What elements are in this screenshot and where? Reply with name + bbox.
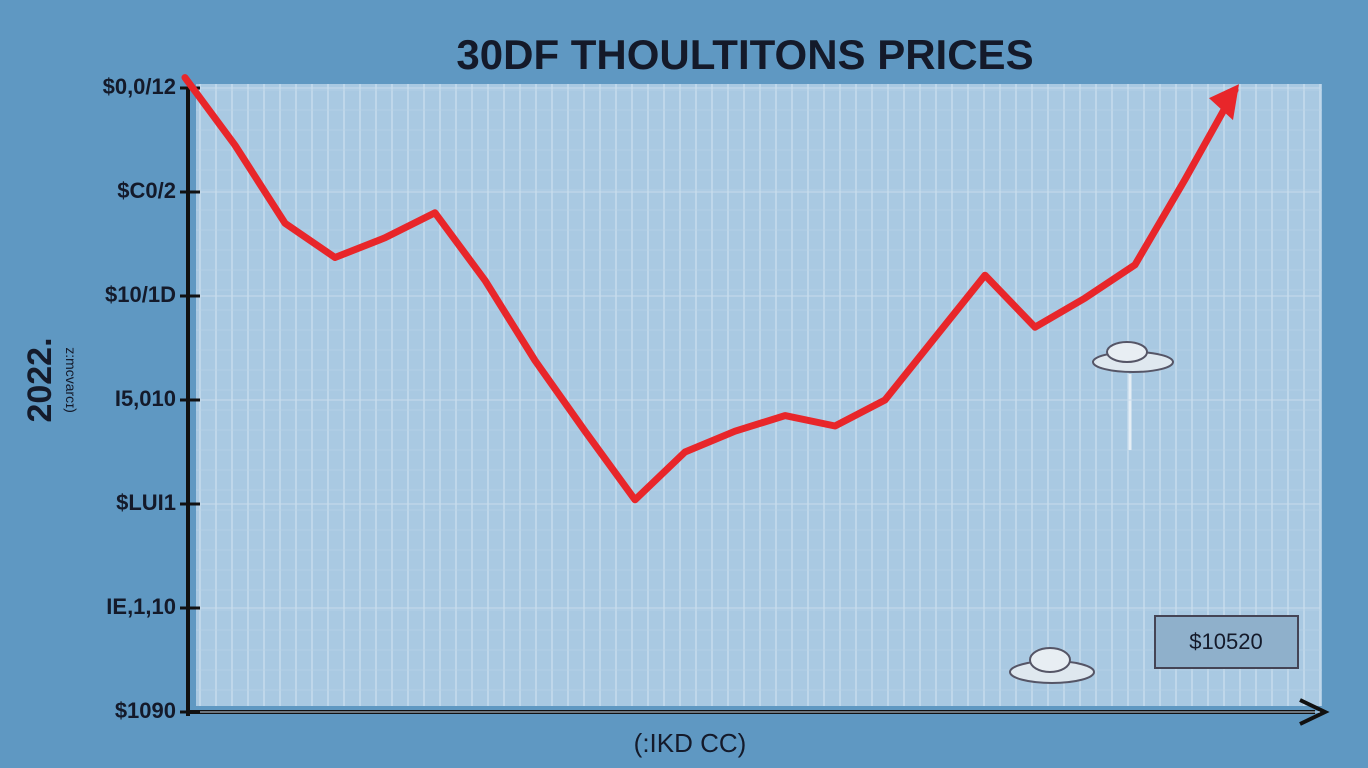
y-axis-label: 2022. xyxy=(21,337,59,422)
chart-title: 30DF THOULTITONS PRICES xyxy=(456,31,1033,78)
y-axis-sublabel: (ɪɔɹɐʌɔɯ:z xyxy=(61,347,77,413)
cloud xyxy=(1009,647,1095,684)
y-tick-label: IE,1,10 xyxy=(106,594,176,619)
y-tick-label: $0,0/12 xyxy=(103,74,176,99)
x-axis-arrow xyxy=(1299,698,1330,726)
y-tick-label: $C0/2 xyxy=(117,178,176,203)
x-axis-label: (:IKD CC) xyxy=(634,728,747,758)
trend-arrowhead xyxy=(1209,84,1239,121)
y-tick-label: $LUI1 xyxy=(116,490,176,515)
y-tick-label: $1090 xyxy=(115,698,176,723)
y-tick-label: $10/1D xyxy=(105,282,176,307)
cloud xyxy=(1092,341,1174,450)
annotation: $10520 xyxy=(1189,629,1262,654)
price-line xyxy=(181,74,1239,504)
annotation-box xyxy=(1154,615,1299,669)
y-tick-label: I5,010 xyxy=(115,386,176,411)
plot-grid xyxy=(196,84,1322,706)
